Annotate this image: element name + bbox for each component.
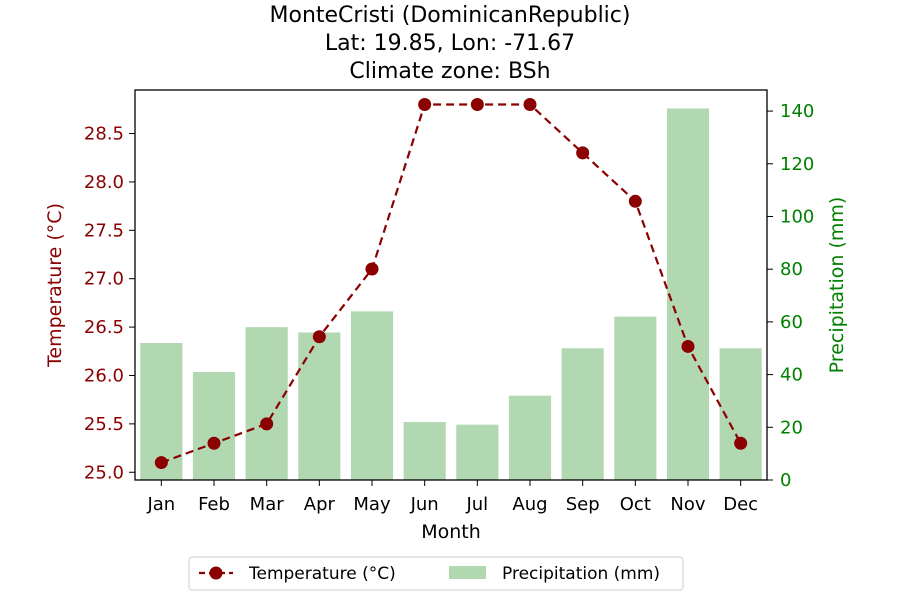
precipitation-bars (140, 108, 762, 480)
precipitation-bar-apr (298, 332, 341, 480)
plot-frame (134, 89, 768, 481)
right-tick-label-40: 40 (780, 365, 803, 386)
left-tick-label-27.0: 27.0 (84, 269, 124, 290)
precipitation-bar-mar (245, 327, 288, 480)
temperature-point-jul (470, 98, 484, 112)
left-tick-label-26.0: 26.0 (84, 365, 124, 386)
precipitation-bar-dec (719, 348, 762, 480)
temperature-point-may (365, 262, 379, 276)
right-tick-label-140: 140 (780, 101, 814, 122)
temperature-line (160, 103, 742, 464)
left-y-axis: 25.0 25.5 26.0 26.5 27.0 27.5 28.0 28.5 (84, 124, 135, 483)
x-tick-label-nov: Nov (670, 494, 705, 515)
x-tick-label-jun: Jun (410, 494, 439, 515)
left-tick-label-26.5: 26.5 (84, 317, 124, 338)
x-tick-label-apr: Apr (304, 494, 336, 515)
right-tick-label-120: 120 (780, 154, 814, 175)
left-tick-label-28.5: 28.5 (84, 124, 124, 145)
legend-precipitation-swatch (449, 566, 486, 579)
precipitation-bar-jun (403, 422, 446, 480)
left-tick-label-28.0: 28.0 (84, 172, 124, 193)
legend-temperature-label: Temperature (°C) (248, 564, 396, 584)
right-y-axis: 0 20 40 60 80 100 120 140 (767, 101, 814, 491)
x-tick-label-dec: Dec (723, 494, 758, 515)
x-tick-label-may: May (353, 494, 391, 515)
right-tick-label-60: 60 (780, 312, 803, 333)
temperature-point-mar (260, 417, 274, 431)
x-tick-label-mar: Mar (250, 494, 285, 515)
legend-box (188, 556, 684, 591)
precipitation-bar-sep (561, 348, 604, 480)
chart-title: MonteCristi (DominicanRepublic) Lat: 19.… (270, 3, 631, 84)
precipitation-bar-aug (508, 395, 552, 480)
x-tick-label-feb: Feb (198, 494, 230, 515)
left-tick-label-25.0: 25.0 (84, 462, 124, 483)
x-tick-label-aug: Aug (512, 494, 547, 515)
title-line-3: Climate zone: BSh (349, 59, 550, 84)
precipitation-bar-feb (192, 371, 236, 480)
left-tick-label-27.5: 27.5 (84, 220, 124, 241)
temperature-point-jan (154, 456, 168, 470)
right-tick-label-80: 80 (780, 259, 803, 280)
right-axis-label: Precipitation (mm) (826, 197, 848, 374)
x-axis: Jan Feb Mar Apr May Jun Jul Aug Sep Oct Nov Dec (146, 480, 758, 515)
temperature-series (154, 98, 748, 470)
temperature-point-feb (207, 436, 221, 450)
left-tick-label-25.5: 25.5 (84, 414, 124, 435)
right-tick-label-0: 0 (780, 470, 791, 491)
title-line-1: MonteCristi (DominicanRepublic) (270, 3, 631, 28)
temperature-point-dec (734, 436, 748, 450)
temperature-point-nov (681, 339, 695, 353)
x-tick-label-sep: Sep (566, 494, 600, 515)
precipitation-bar-jul (456, 424, 499, 480)
temperature-point-aug (523, 98, 537, 112)
precipitation-bar-nov (666, 108, 710, 480)
legend: Temperature (°C) Precipitation (mm) (188, 556, 684, 591)
title-line-2: Lat: 19.85, Lon: -71.67 (325, 31, 575, 56)
right-tick-label-20: 20 (780, 417, 803, 438)
legend-temperature-marker (209, 566, 223, 580)
left-axis-label: Temperature (°C) (44, 203, 66, 368)
temperature-point-oct (628, 194, 642, 208)
temperature-point-sep (576, 146, 590, 160)
temperature-point-jun (418, 98, 432, 112)
x-tick-label-oct: Oct (620, 494, 651, 515)
precipitation-bar-oct (614, 316, 657, 480)
x-tick-label-jul: Jul (465, 494, 488, 515)
x-axis-label: Month (421, 521, 481, 543)
temperature-point-apr (312, 330, 326, 344)
precipitation-bar-may (350, 311, 394, 480)
legend-precipitation-label: Precipitation (mm) (502, 564, 660, 584)
x-tick-label-jan: Jan (146, 494, 175, 515)
right-tick-label-100: 100 (780, 206, 814, 227)
